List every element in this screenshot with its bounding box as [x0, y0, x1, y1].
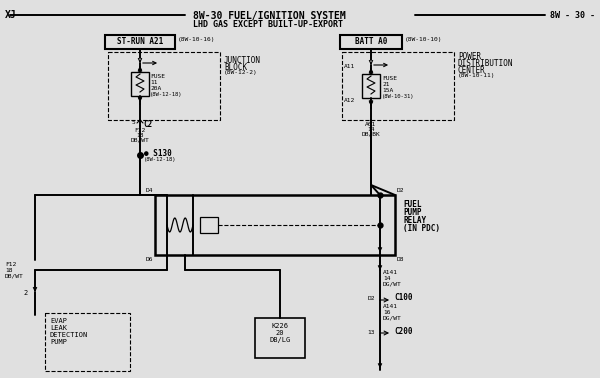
Text: (8W-10-31): (8W-10-31): [382, 94, 415, 99]
Text: 16: 16: [383, 310, 391, 315]
Text: BLOCK: BLOCK: [224, 63, 247, 72]
Text: 20A: 20A: [150, 86, 161, 91]
Text: JUNCTION: JUNCTION: [224, 56, 261, 65]
Text: XJ: XJ: [5, 10, 17, 20]
Text: A12: A12: [344, 98, 355, 102]
Text: DISTRIBUTION: DISTRIBUTION: [458, 59, 514, 68]
Text: PUMP: PUMP: [403, 208, 421, 217]
Text: (8W-10-10): (8W-10-10): [405, 37, 443, 42]
Text: 14: 14: [367, 127, 375, 132]
Text: 18: 18: [136, 133, 144, 138]
Bar: [255, 318, 305, 358]
Text: FUSE: FUSE: [150, 74, 165, 79]
Text: A61: A61: [365, 122, 377, 127]
Text: 20: 20: [276, 330, 284, 336]
Text: PUMP: PUMP: [50, 339, 67, 345]
Text: 11: 11: [150, 80, 157, 85]
Text: DG/WT: DG/WT: [383, 282, 402, 287]
Text: FUEL: FUEL: [403, 200, 421, 209]
Text: (8W-12-18): (8W-12-18): [144, 158, 176, 163]
Text: F12: F12: [134, 128, 146, 133]
Text: A11: A11: [344, 64, 355, 68]
Text: D8: D8: [397, 257, 404, 262]
Text: A141: A141: [383, 270, 398, 275]
Bar: [200, 217, 218, 233]
Text: RELAY: RELAY: [403, 216, 426, 225]
Text: ST-RUN A21: ST-RUN A21: [117, 37, 163, 46]
Text: 13: 13: [367, 330, 375, 336]
Text: 21: 21: [382, 82, 389, 87]
Bar: [45, 313, 130, 371]
Bar: [105, 35, 175, 49]
Text: C200: C200: [394, 327, 413, 336]
Text: D2: D2: [367, 296, 375, 301]
Bar: [362, 74, 380, 98]
Text: DB/BK: DB/BK: [362, 132, 380, 137]
Text: 15A: 15A: [382, 88, 393, 93]
Text: DB/LG: DB/LG: [269, 337, 290, 343]
Text: C2: C2: [143, 120, 152, 129]
Bar: [155, 195, 395, 255]
Text: CENTER: CENTER: [458, 66, 486, 75]
Text: LHD GAS EXCEPT BUILT-UP-EXPORT: LHD GAS EXCEPT BUILT-UP-EXPORT: [193, 20, 343, 29]
Bar: [340, 35, 402, 49]
Text: (IN PDC): (IN PDC): [403, 224, 440, 233]
Text: D4: D4: [146, 188, 153, 193]
Text: (8W-10-11): (8W-10-11): [458, 73, 496, 78]
Text: 18: 18: [5, 268, 13, 273]
Bar: [108, 52, 220, 120]
Text: BATT A0: BATT A0: [355, 37, 387, 46]
Text: 8W - 30 - 3: 8W - 30 - 3: [550, 11, 600, 20]
Text: 14: 14: [383, 276, 391, 281]
Text: 8W-30 FUEL/IGNITION SYSTEM: 8W-30 FUEL/IGNITION SYSTEM: [193, 11, 346, 21]
Text: (8W-12-2): (8W-12-2): [224, 70, 258, 75]
Text: F12: F12: [5, 262, 16, 267]
Text: ● S130: ● S130: [144, 149, 172, 158]
Text: LEAK: LEAK: [50, 325, 67, 331]
Text: (8W-12-18): (8W-12-18): [150, 92, 182, 97]
Text: DB/WT: DB/WT: [131, 138, 149, 143]
Text: D2: D2: [397, 188, 404, 193]
Text: 5: 5: [132, 120, 136, 125]
Text: 2: 2: [24, 290, 28, 296]
Text: DB/WT: DB/WT: [5, 274, 24, 279]
Bar: [131, 72, 149, 96]
Text: POWER: POWER: [458, 52, 481, 61]
Text: FUSE: FUSE: [382, 76, 397, 81]
Text: C100: C100: [394, 293, 413, 302]
Text: A141: A141: [383, 304, 398, 309]
Text: DG/WT: DG/WT: [383, 316, 402, 321]
Bar: [342, 52, 454, 120]
Text: DETECTION: DETECTION: [50, 332, 88, 338]
Text: (8W-10-16): (8W-10-16): [178, 37, 215, 42]
Text: EVAP: EVAP: [50, 318, 67, 324]
Text: D6: D6: [146, 257, 153, 262]
Text: K226: K226: [271, 323, 289, 329]
